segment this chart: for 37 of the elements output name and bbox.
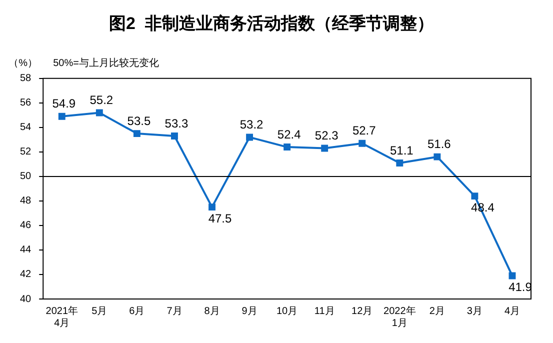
- data-label: 47.5: [208, 211, 232, 226]
- data-label: 55.2: [90, 93, 114, 108]
- x-tick-label: 3月: [466, 306, 482, 317]
- text: 50%=与上月比较无变化: [53, 57, 159, 70]
- y-tick-label: 56: [20, 98, 32, 109]
- chart-title: 图2 非制造业商务活动指数（经季节调整）: [109, 14, 434, 33]
- y-tick-label: 42: [20, 269, 32, 280]
- y-axis-title: （%）: [8, 58, 38, 70]
- data-label: 54.9: [52, 96, 76, 111]
- y-tick-label: 50: [20, 171, 32, 182]
- x-tick-label: 12月: [352, 306, 373, 317]
- y-tick-label: 48: [20, 196, 32, 207]
- y-tick-label: 40: [20, 294, 32, 305]
- x-tick-label: 2021年 4月: [46, 304, 78, 329]
- x-tick-label: 2022年 1月: [384, 304, 416, 329]
- x-tick-label: 10月: [276, 306, 298, 317]
- y-tick-label: 54: [20, 122, 32, 134]
- data-label: 53.2: [240, 118, 264, 132]
- x-tick-label: 9月: [242, 306, 258, 317]
- data-label: 52.3: [314, 128, 339, 143]
- y-tick-label: 52: [20, 146, 32, 158]
- y-tick-label: 58: [20, 73, 32, 84]
- data-label: 53.5: [127, 114, 151, 128]
- data-label: 52.4: [277, 127, 302, 142]
- x-tick-label: 4月: [504, 306, 520, 317]
- x-tick-label: 8月: [204, 306, 220, 317]
- x-tick-label: 6月: [129, 306, 145, 317]
- x-tick-label: 2月: [429, 306, 445, 317]
- y-tick-label: 46: [20, 220, 32, 232]
- x-tick-label: 5月: [92, 306, 108, 317]
- data-label: 51.1: [390, 143, 414, 158]
- data-label: 51.6: [428, 137, 452, 152]
- x-tick-label: 11月: [314, 306, 335, 317]
- data-label: 52.7: [352, 124, 376, 138]
- y-tick-label: 44: [20, 244, 32, 256]
- data-label: 53.3: [164, 116, 188, 130]
- x-tick-label: 7月: [166, 306, 182, 317]
